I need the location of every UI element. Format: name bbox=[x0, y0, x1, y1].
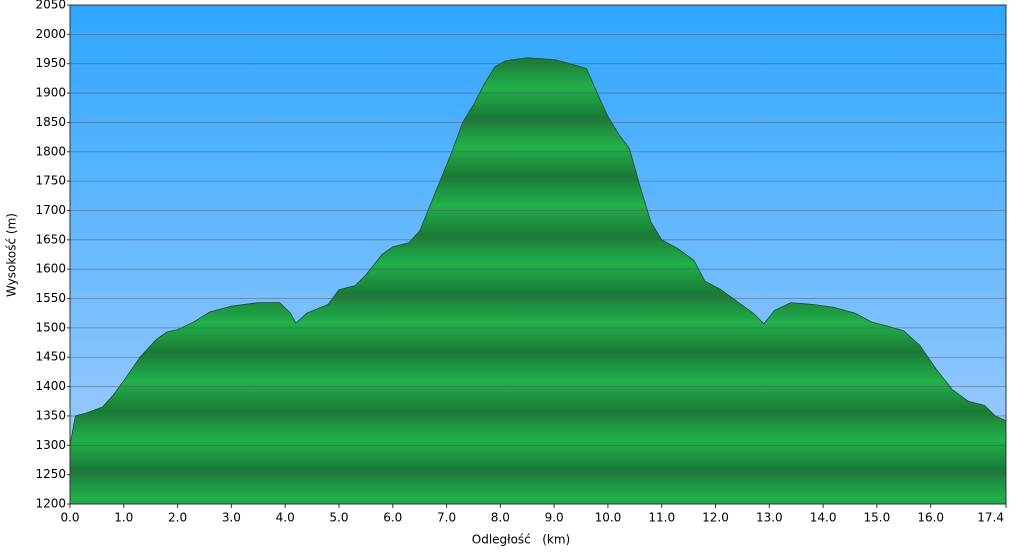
y-tick-label: 1250 bbox=[35, 467, 66, 481]
x-tick-label: 0.0 bbox=[60, 511, 79, 525]
y-tick-label: 1850 bbox=[35, 115, 66, 129]
y-tick-label: 1200 bbox=[35, 497, 66, 511]
x-tick-label: 15.0 bbox=[864, 511, 891, 525]
y-tick-label: 1400 bbox=[35, 379, 66, 393]
y-tick-label: 1350 bbox=[35, 408, 66, 422]
area-fill bbox=[70, 57, 1006, 504]
x-tick-label: 1.0 bbox=[114, 511, 133, 525]
y-tick-label: 1600 bbox=[35, 262, 66, 276]
y-axis-label: Wysokość (m) bbox=[5, 213, 19, 297]
x-tick-label: 9.0 bbox=[545, 511, 564, 525]
x-tick-label: 17.4 bbox=[977, 511, 1004, 525]
x-tick-label: 2.0 bbox=[168, 511, 187, 525]
x-tick-label: 4.0 bbox=[276, 511, 295, 525]
y-tick-label: 1800 bbox=[35, 144, 66, 158]
x-tick-label: 10.0 bbox=[595, 511, 622, 525]
y-tick-label: 1300 bbox=[35, 438, 66, 452]
x-axis-label: Odległość (km) bbox=[472, 533, 570, 547]
area-outline bbox=[69, 57, 1007, 446]
plot-frame bbox=[69, 4, 1007, 505]
y-tick-label: 2050 bbox=[35, 0, 66, 12]
x-tick-label: 11.0 bbox=[648, 511, 675, 525]
y-tick-label: 2000 bbox=[35, 27, 66, 41]
x-tick-label: 8.0 bbox=[491, 511, 510, 525]
y-tick-label: 1650 bbox=[35, 232, 66, 246]
x-tick-label: 3.0 bbox=[222, 511, 241, 525]
y-tick-label: 1950 bbox=[35, 56, 66, 70]
x-tick-label: 13.0 bbox=[756, 511, 783, 525]
x-tick-label: 16.0 bbox=[917, 511, 944, 525]
y-tick-label: 1900 bbox=[35, 86, 66, 100]
y-tick-label: 1500 bbox=[35, 320, 66, 334]
x-tick-label: 6.0 bbox=[383, 511, 402, 525]
y-tick-label: 1700 bbox=[35, 203, 66, 217]
x-tick-label: 12.0 bbox=[702, 511, 729, 525]
y-tick-label: 1450 bbox=[35, 350, 66, 364]
x-tick-label: 14.0 bbox=[810, 511, 837, 525]
y-tick-label: 1750 bbox=[35, 174, 66, 188]
x-tick-label: 7.0 bbox=[437, 511, 456, 525]
x-tick-label: 5.0 bbox=[329, 511, 348, 525]
y-tick-label: 1550 bbox=[35, 291, 66, 305]
